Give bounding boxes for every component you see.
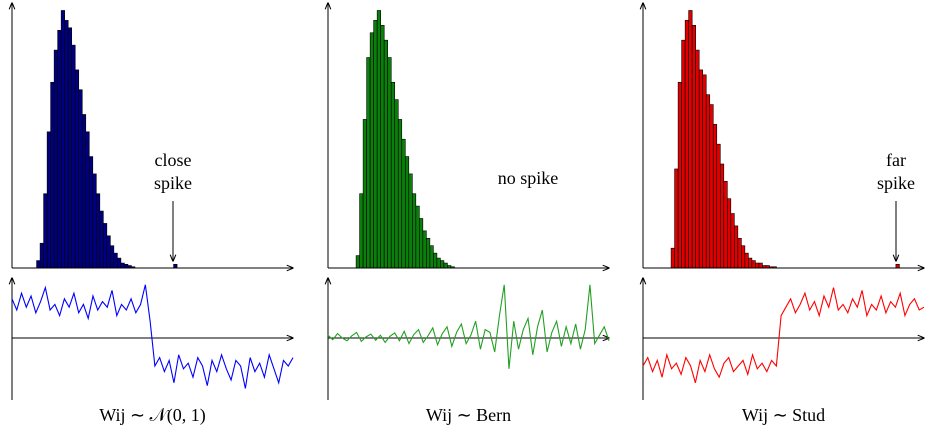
histogram-bar <box>120 262 125 269</box>
histogram-bar <box>755 262 760 269</box>
histogram-bar <box>355 255 360 269</box>
histogram-bar <box>748 257 753 269</box>
histogram-bar <box>691 25 696 269</box>
annotation: spike <box>877 173 915 193</box>
histogram-bar <box>53 49 58 269</box>
caption: Wij ∼ Stud <box>742 405 825 425</box>
histogram-bar <box>422 230 427 269</box>
histogram-bar <box>670 247 675 269</box>
histogram-bar <box>394 99 399 269</box>
histogram-bar <box>440 260 445 269</box>
histogram-bar <box>688 10 693 269</box>
histogram-bar <box>366 57 371 269</box>
histogram-bar <box>67 27 73 269</box>
histogram-bar <box>741 245 746 269</box>
histogram-bar <box>397 119 403 269</box>
series-line <box>11 284 294 389</box>
histogram-bar <box>362 119 367 269</box>
histogram-bar <box>387 57 392 269</box>
histogram-bar <box>117 257 122 269</box>
histogram-bar <box>373 20 378 269</box>
histogram-bar <box>684 20 689 269</box>
histogram-bar <box>895 263 900 269</box>
histogram-bar <box>71 44 76 269</box>
histogram-bar <box>751 260 756 269</box>
histogram-bar <box>436 257 441 269</box>
histogram-bar <box>36 260 41 269</box>
histogram-bar <box>60 10 65 269</box>
histogram-bar <box>106 235 111 269</box>
histogram-bar <box>173 263 178 269</box>
annotation: far <box>886 150 906 170</box>
histogram-bar <box>376 10 381 269</box>
series-line <box>327 284 610 369</box>
histogram-bar <box>730 213 735 269</box>
histogram-bar <box>695 49 700 269</box>
histogram-bar <box>723 181 728 269</box>
histogram-bar <box>705 94 711 269</box>
histogram-bar <box>57 29 62 269</box>
histogram-bar <box>415 205 420 269</box>
histogram-bar <box>681 39 686 269</box>
histogram-bar <box>359 193 364 269</box>
histogram-bar <box>380 25 385 269</box>
histogram-bar <box>124 263 129 269</box>
histogram-bar <box>426 237 431 269</box>
histogram-bar <box>404 156 410 269</box>
histogram-bar <box>433 252 438 269</box>
histogram-bar <box>408 173 413 269</box>
annotation: close <box>155 150 192 170</box>
histogram-bar <box>88 156 94 269</box>
histogram-bar <box>85 131 90 269</box>
histogram-bar <box>383 39 389 269</box>
histogram-bar <box>411 193 417 269</box>
histogram-bar <box>99 210 104 269</box>
histogram-bar <box>709 104 714 269</box>
histogram-bar <box>429 245 434 269</box>
histogram-bar <box>702 74 707 269</box>
histogram-bar <box>43 193 48 269</box>
histogram-bar <box>737 237 742 269</box>
caption: Wij ∼ Bern <box>426 405 511 425</box>
histogram-bar <box>78 89 83 269</box>
histogram-bar <box>744 252 749 269</box>
histogram-bar <box>390 81 396 269</box>
histogram-bar <box>677 81 682 269</box>
caption: Wij ∼ 𝒩(0, 1) <box>99 405 206 426</box>
histogram-bar <box>50 81 55 269</box>
histogram-bar <box>39 242 44 269</box>
histogram-bar <box>96 193 101 269</box>
histogram-bar <box>46 131 51 269</box>
histogram-bar <box>369 32 374 269</box>
histogram-bar <box>734 225 739 269</box>
histogram-bar <box>726 198 732 269</box>
histogram-bar <box>81 114 87 269</box>
histogram-bar <box>401 138 406 269</box>
annotation: no spike <box>498 168 559 188</box>
histogram-bar <box>443 262 448 269</box>
histogram-bar <box>698 69 704 269</box>
histogram-bar <box>674 168 679 269</box>
histogram-bar <box>719 163 725 269</box>
histogram-bar <box>712 124 718 269</box>
histogram-bar <box>110 245 115 269</box>
series-line <box>642 287 925 383</box>
annotation: spike <box>154 173 192 193</box>
histogram-bar <box>64 20 69 269</box>
histogram-bar <box>74 69 80 269</box>
histogram-bar <box>113 252 118 269</box>
histogram-bar <box>758 262 763 269</box>
histogram-bar <box>92 173 97 269</box>
histogram-bar <box>103 223 108 269</box>
histogram-bar <box>419 218 424 269</box>
histogram-bar <box>716 143 721 269</box>
